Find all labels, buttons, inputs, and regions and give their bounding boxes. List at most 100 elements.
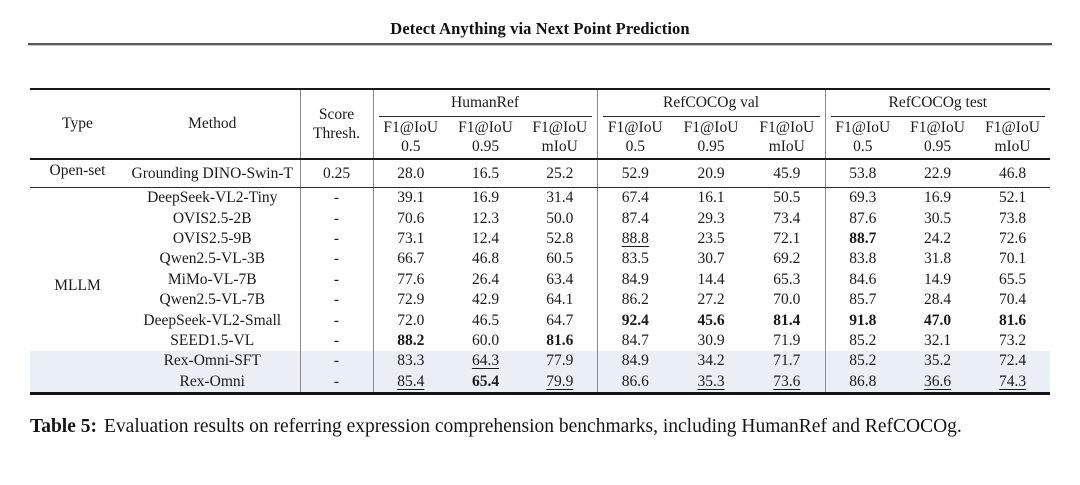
metric-value: 73.6	[749, 371, 826, 394]
table-row: OVIS2.5-9B - 73.1 12.4 52.8 88.8 23.5 72.1 88.7 2…	[30, 228, 1050, 250]
group-header-humanref: HumanRef	[373, 89, 598, 117]
metric-value: 88.8	[621, 229, 649, 247]
metric-value: 63.4	[523, 269, 598, 290]
score-threshold: -	[300, 269, 374, 290]
metric-value: 69.3	[849, 189, 877, 207]
method-name: MiMo-VL-7B	[125, 269, 301, 290]
metric-value: 31.8	[923, 250, 952, 268]
metric-value: 12.3	[471, 209, 500, 227]
metric-value: 66.7	[397, 250, 425, 268]
type-cell	[30, 371, 125, 394]
metric-value: 85.2	[825, 351, 901, 372]
metric-value: 73.8	[998, 209, 1027, 227]
metric-value: 73.1	[397, 229, 425, 247]
type-cell	[30, 208, 125, 228]
score-threshold: -	[300, 371, 374, 394]
metric-value: 39.1	[397, 189, 425, 207]
type-cell	[30, 159, 125, 188]
metric-value: 52.9	[597, 159, 674, 188]
metric-value: 42.9	[471, 291, 500, 309]
metric-value: 45.9	[749, 159, 826, 188]
metric-value: 46.8	[975, 159, 1051, 188]
metric-value: 88.7	[849, 229, 877, 247]
metric-value: 70.1	[998, 250, 1027, 268]
metric-value: 23.5	[697, 229, 725, 247]
col-header-type: Type	[62, 115, 93, 132]
group-header-row: Type Method Score Thresh. HumanRef RefCO…	[30, 89, 1050, 159]
subcol-header: F1@IoU mIoU	[749, 116, 826, 159]
type-cell	[30, 188, 125, 209]
metric-value: 30.5	[923, 209, 952, 227]
method-name: OVIS2.5-9B	[125, 228, 301, 250]
metric-value: 70.4	[998, 291, 1027, 309]
method-name: DeepSeek-VL2-Tiny	[125, 187, 301, 209]
metric-value: 79.9	[523, 371, 598, 394]
metric-value: 47.0	[923, 311, 952, 329]
metric-value: 46.8	[471, 250, 500, 268]
metric-value: 84.6	[849, 270, 877, 288]
metric-value: 28.0	[373, 159, 448, 188]
metric-value: 22.9	[900, 159, 976, 188]
metric-value: 52.1	[998, 189, 1027, 207]
metric-value: 12.4	[471, 229, 500, 247]
results-table-container: Open-set MLLM Type Method Score Thresh.	[30, 88, 1051, 395]
metric-value: 30.9	[697, 331, 725, 349]
subcol-header: F1@IoU 0.5	[383, 119, 439, 155]
table-row: SEED1.5-VL - 88.2 60.0 81.6 84.7 30.9 71.9 85.2 3…	[30, 330, 1050, 352]
table-row: Rex-Omni -85.4 65.4 79.9 86.6 35.3 73.6 86.8 36.…	[30, 371, 1051, 394]
metric-value: 24.2	[923, 229, 952, 247]
title-rule	[28, 43, 1052, 46]
metric-value: 83.5	[621, 250, 649, 268]
metric-value: 81.4	[749, 310, 826, 331]
method-name: OVIS2.5-2B	[125, 208, 301, 229]
type-cell	[30, 351, 125, 372]
metric-value: 50.0	[523, 208, 598, 229]
metric-value: 77.6	[397, 270, 425, 288]
metric-value: 87.6	[849, 209, 877, 227]
subcol-header: F1@IoU mIoU	[985, 119, 1040, 155]
subcol-header-row: F1@IoU 0.5 F1@IoU 0.95 F1@IoU mIoU F1@IoU 0.5 F1…	[30, 116, 1050, 159]
metric-value: 34.2	[673, 351, 750, 372]
metric-value: 65.5	[998, 270, 1027, 288]
table-row: MiMo-VL-7B - 77.6 26.4 63.4 84.9 14.4 65.3 84.6 1…	[30, 269, 1050, 290]
metric-value: 81.6	[998, 311, 1027, 329]
metric-value: 86.2	[621, 291, 649, 309]
metric-value: 67.4	[621, 189, 649, 207]
metric-value: 87.4	[621, 209, 649, 227]
metric-value: 25.2	[523, 159, 598, 188]
metric-value: 72.4	[975, 351, 1051, 372]
metric-value: 70.0	[749, 289, 826, 311]
subcol-header: F1@IoU 0.95	[683, 119, 739, 155]
metric-value: 91.8	[849, 311, 877, 329]
table-row: DeepSeek-VL2-Small - 72.0 46.5 64.7 92.4 45.6 8…	[30, 310, 1050, 331]
table-row: Rex-Omni-SFT -83.3 64.3 77.9 84.9 34.2 71.7 85.…	[30, 351, 1051, 372]
score-threshold: -	[300, 351, 374, 372]
metric-value: 64.3	[448, 351, 523, 372]
metric-value: 50.5	[749, 187, 826, 209]
score-thresh-line2: Thresh.	[313, 125, 360, 142]
score-threshold: -	[300, 187, 374, 209]
score-threshold: 0.25	[300, 159, 374, 188]
metric-value: 85.7	[849, 291, 877, 309]
metric-value: 81.6	[523, 330, 598, 352]
col-header-method: Method	[125, 89, 301, 159]
type-cell	[30, 249, 125, 269]
metric-value: 84.7	[621, 331, 649, 349]
type-cell	[30, 310, 125, 330]
caption-label: Table 5:	[30, 416, 98, 437]
table-row: DeepSeek-VL2-Tiny - 39.1 16.9 31.4 67.4 16.1 50…	[30, 187, 1050, 209]
metric-value: 27.2	[697, 291, 725, 309]
metric-value: 60.5	[523, 249, 598, 270]
metric-value: 60.0	[471, 331, 500, 349]
method-name: Rex-Omni	[125, 371, 301, 394]
score-threshold: -	[300, 289, 374, 311]
method-name: Grounding DINO-Swin-T	[125, 159, 301, 188]
metric-value: 72.9	[397, 291, 425, 309]
method-name: Qwen2.5-VL-7B	[125, 289, 301, 311]
score-threshold: -	[300, 228, 374, 250]
metric-value: 83.3	[373, 351, 448, 372]
results-table: Type Method Score Thresh. HumanRef RefCO…	[30, 88, 1051, 395]
group-header-refcocog-test: RefCOCOg test	[825, 89, 1050, 117]
metric-value: 16.9	[471, 189, 500, 207]
